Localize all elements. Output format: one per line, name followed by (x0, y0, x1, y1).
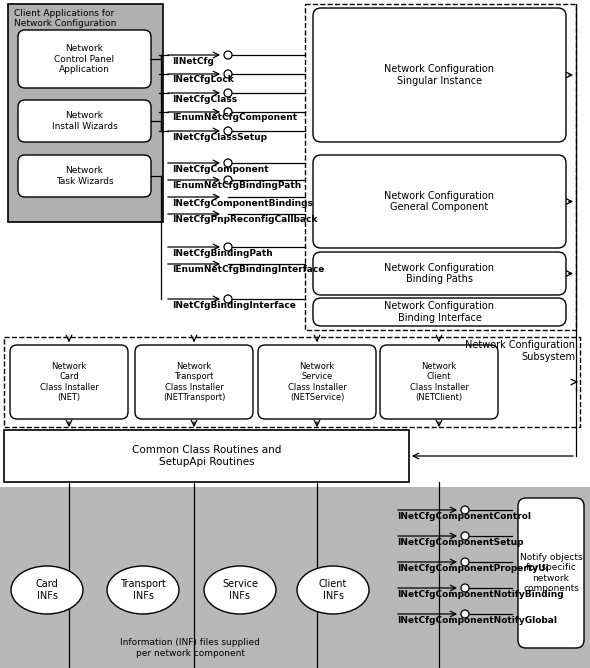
Circle shape (224, 51, 232, 59)
Text: IEnumNetCfgBindingInterface: IEnumNetCfgBindingInterface (172, 265, 324, 275)
Text: INetCfgLock: INetCfgLock (172, 75, 234, 84)
Text: IINetCfg: IINetCfg (172, 57, 214, 65)
FancyBboxPatch shape (313, 8, 566, 142)
Bar (4, 430, 409, 482)
Bar (305, 4, 576, 330)
FancyBboxPatch shape (380, 345, 498, 419)
Text: INetCfgComponentNotifyGlobal: INetCfgComponentNotifyGlobal (397, 616, 557, 625)
FancyBboxPatch shape (18, 30, 151, 88)
Bar (8, 4, 163, 222)
Text: Network Configuration
Subsystem: Network Configuration Subsystem (465, 340, 575, 361)
Text: INetCfgClass: INetCfgClass (172, 94, 237, 104)
Text: Network
Client
Class Installer
(NETClient): Network Client Class Installer (NETClien… (409, 362, 468, 402)
Text: Network Configuration
Binding Paths: Network Configuration Binding Paths (385, 263, 494, 285)
Circle shape (224, 159, 232, 167)
FancyBboxPatch shape (135, 345, 253, 419)
Text: Common Class Routines and
SetupApi Routines: Common Class Routines and SetupApi Routi… (132, 445, 281, 467)
Ellipse shape (107, 566, 179, 614)
Circle shape (461, 532, 469, 540)
Text: Client
INFs: Client INFs (319, 579, 347, 601)
Text: Network Configuration
Binding Interface: Network Configuration Binding Interface (385, 301, 494, 323)
Text: Network
Service
Class Installer
(NETService): Network Service Class Installer (NETServ… (287, 362, 346, 402)
Circle shape (461, 558, 469, 566)
Circle shape (461, 584, 469, 592)
Circle shape (224, 127, 232, 135)
FancyBboxPatch shape (313, 298, 566, 326)
Text: Network Configuration
General Component: Network Configuration General Component (385, 190, 494, 212)
Text: INetCfgComponentNotifyBinding: INetCfgComponentNotifyBinding (397, 590, 563, 599)
Text: INetCfgBindingPath: INetCfgBindingPath (172, 248, 273, 257)
Text: Client Applications for
Network Configuration: Client Applications for Network Configur… (14, 9, 116, 29)
FancyBboxPatch shape (518, 498, 584, 648)
Circle shape (224, 70, 232, 78)
Text: IEnumNetCfgComponent: IEnumNetCfgComponent (172, 114, 297, 122)
Text: Network
Control Panel
Application: Network Control Panel Application (54, 44, 114, 74)
Bar (4, 337, 580, 427)
Ellipse shape (297, 566, 369, 614)
Circle shape (224, 295, 232, 303)
Ellipse shape (204, 566, 276, 614)
Text: INetCfgComponentSetup: INetCfgComponentSetup (397, 538, 523, 547)
Text: Service
INFs: Service INFs (222, 579, 258, 601)
FancyBboxPatch shape (18, 155, 151, 197)
Text: INetCfgClassSetup: INetCfgClassSetup (172, 132, 267, 142)
Text: Network Configuration
Singular Instance: Network Configuration Singular Instance (385, 64, 494, 86)
Text: INetCfgComponent: INetCfgComponent (172, 164, 268, 174)
Text: INetCfgComponentControl: INetCfgComponentControl (397, 512, 531, 521)
Circle shape (224, 89, 232, 97)
FancyBboxPatch shape (10, 345, 128, 419)
Text: IEnumNetCfgBindingPath: IEnumNetCfgBindingPath (172, 182, 301, 190)
Text: Information (INF) files supplied
per network component: Information (INF) files supplied per net… (120, 639, 260, 658)
Bar (0, 487, 590, 668)
Text: Network
Transport
Class Installer
(NETTransport): Network Transport Class Installer (NETTr… (163, 362, 225, 402)
FancyBboxPatch shape (258, 345, 376, 419)
FancyBboxPatch shape (18, 100, 151, 142)
Circle shape (461, 610, 469, 618)
Text: Transport
INFs: Transport INFs (120, 579, 166, 601)
Text: Card
INFs: Card INFs (35, 579, 58, 601)
Circle shape (461, 506, 469, 514)
Text: INetCfgComponentBindings: INetCfgComponentBindings (172, 198, 313, 208)
Text: Notify objects
for specific
network
components: Notify objects for specific network comp… (520, 553, 582, 593)
Text: INetCfgComponentPropertyUi: INetCfgComponentPropertyUi (397, 564, 549, 573)
Text: Network
Task Wizards: Network Task Wizards (55, 166, 113, 186)
Circle shape (224, 243, 232, 251)
Ellipse shape (11, 566, 83, 614)
Text: Network
Card
Class Installer
(NET): Network Card Class Installer (NET) (40, 362, 99, 402)
FancyBboxPatch shape (313, 155, 566, 248)
Circle shape (224, 176, 232, 184)
Text: INetCfgBindingInterface: INetCfgBindingInterface (172, 301, 296, 309)
Circle shape (224, 108, 232, 116)
FancyBboxPatch shape (313, 252, 566, 295)
Text: Network
Install Wizards: Network Install Wizards (52, 112, 117, 131)
Text: INetCfgPnpReconfigCallback: INetCfgPnpReconfigCallback (172, 216, 317, 224)
